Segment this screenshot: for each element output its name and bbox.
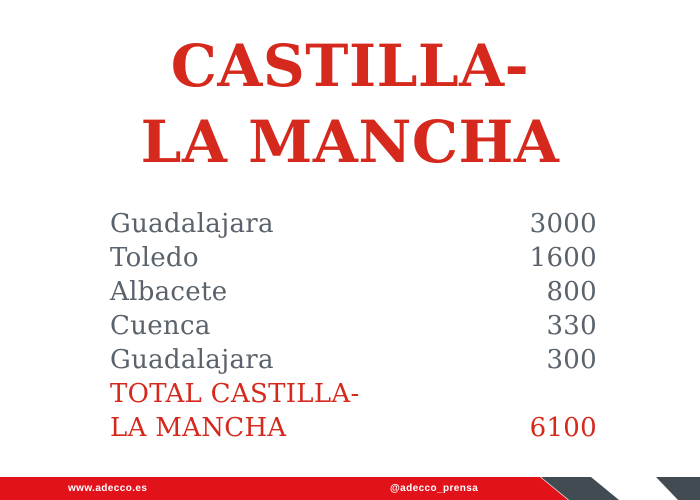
row-label: TOTAL CASTILLA-: [110, 379, 360, 409]
row-label: Guadalajara: [110, 345, 274, 375]
table-row: Cuenca 330: [110, 309, 597, 343]
table-row: TOTAL CASTILLA-: [110, 377, 597, 411]
row-label: Cuenca: [110, 311, 211, 341]
region-table: Guadalajara 3000 Toledo 1600 Albacete 80…: [110, 207, 597, 445]
page-title: CASTILLA- LA MANCHA: [0, 28, 700, 180]
table-row: Toledo 1600: [110, 241, 597, 275]
row-value: 3000: [529, 209, 597, 239]
footer-website-link[interactable]: www.adecco.es: [68, 483, 148, 494]
table-row: LA MANCHA 6100: [110, 411, 597, 445]
row-label: Albacete: [110, 277, 228, 307]
footer-red-ribbon: [0, 477, 568, 500]
row-label: Guadalajara: [110, 209, 274, 239]
row-value: 6100: [529, 413, 597, 443]
row-value: 1600: [529, 243, 597, 273]
row-value: 800: [546, 277, 597, 307]
title-line-1: CASTILLA-: [170, 32, 530, 100]
footer-twitter-handle[interactable]: @adecco_prensa: [390, 483, 479, 494]
table-row: Albacete 800: [110, 275, 597, 309]
table-row: Guadalajara 3000: [110, 207, 597, 241]
table-row: Guadalajara 300: [110, 343, 597, 377]
row-value: 300: [546, 345, 597, 375]
title-line-2: LA MANCHA: [140, 108, 560, 176]
row-label: Toledo: [110, 243, 199, 273]
row-label: LA MANCHA: [110, 413, 287, 443]
footer-bar: www.adecco.es @adecco_prensa: [0, 477, 700, 500]
row-value: 330: [546, 311, 597, 341]
